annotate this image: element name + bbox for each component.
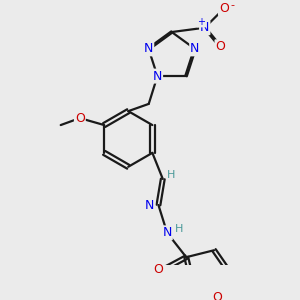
Text: O: O	[75, 112, 85, 124]
Text: O: O	[213, 291, 223, 300]
Text: O: O	[154, 263, 164, 276]
Text: H: H	[167, 169, 176, 180]
Text: N: N	[190, 42, 200, 56]
Text: -: -	[231, 0, 235, 10]
Text: N: N	[153, 70, 162, 83]
Text: H: H	[175, 224, 184, 234]
Text: N: N	[162, 226, 172, 239]
Text: N: N	[200, 21, 209, 34]
Text: N: N	[145, 199, 154, 212]
Text: +: +	[197, 16, 205, 27]
Text: O: O	[219, 2, 229, 15]
Text: N: N	[144, 42, 153, 56]
Text: O: O	[215, 40, 225, 53]
